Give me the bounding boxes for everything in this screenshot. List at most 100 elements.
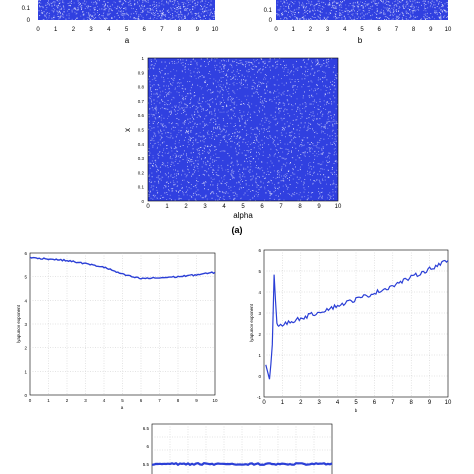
panel-a-point	[99, 8, 101, 10]
panel-c-point	[299, 108, 301, 110]
panel-a-point	[183, 18, 184, 20]
panel-a-point	[166, 0, 167, 2]
panel-c-point	[307, 198, 309, 200]
panel-a-point	[202, 10, 204, 12]
panel-b-point	[414, 2, 416, 4]
panel-a-point	[63, 11, 65, 13]
panel-c-point	[263, 83, 265, 84]
panel-c-point	[321, 64, 323, 66]
panel-c-point	[195, 165, 197, 167]
panel-c-point	[337, 129, 339, 130]
panel-c-point	[155, 105, 157, 107]
panel-a-point	[93, 19, 95, 21]
panel-c-point	[208, 175, 210, 177]
panel-c-point	[324, 176, 326, 178]
panel-a-point	[40, 12, 42, 14]
panel-c-point	[247, 194, 249, 196]
panel-a-point	[149, 5, 151, 7]
panel-c-point	[161, 133, 163, 135]
panel-b-point	[443, 16, 445, 18]
panel-c-point	[175, 154, 177, 156]
panel-c-point	[318, 197, 320, 199]
panel-c-point	[286, 173, 288, 175]
panel-c-point	[269, 66, 271, 68]
panel-c-point	[265, 92, 267, 94]
panel-c-point	[232, 110, 234, 112]
panel-b-point	[319, 17, 321, 19]
panel-b-point	[402, 15, 404, 16]
panel-c-point	[216, 86, 217, 88]
panel-c-point	[150, 64, 152, 66]
panel-a-xtick-6: 6	[143, 27, 147, 33]
panel-b-point	[365, 13, 367, 15]
panel-b-point	[374, 3, 376, 5]
panel-c-point	[309, 148, 311, 150]
panel-c-point	[215, 80, 217, 82]
panel-c-point	[186, 191, 187, 192]
panel-c-point	[207, 84, 208, 86]
panel-b-ytick-1: 0	[269, 18, 273, 24]
panel-c-point	[278, 186, 280, 188]
panel-d-xtick-7: 7	[158, 398, 161, 403]
panel-b-point	[430, 2, 432, 4]
panel-a-point	[78, 5, 80, 7]
panel-c-point	[189, 137, 191, 139]
panel-b-point	[396, 17, 398, 18]
panel-c-point	[260, 180, 262, 182]
panel-c-point	[279, 110, 281, 112]
panel-c-point	[294, 173, 296, 175]
panel-c-point	[156, 192, 158, 194]
panel-c-point	[289, 78, 291, 80]
panel-c-point	[183, 194, 185, 196]
panel-b-point	[440, 18, 442, 20]
panel-c-point	[279, 108, 281, 109]
panel-a-point	[163, 14, 165, 15]
panel-c-point	[171, 112, 172, 114]
panel-c-point	[215, 172, 217, 173]
panel-a-point	[86, 16, 88, 18]
panel-c-point	[277, 172, 279, 174]
panel-c-point	[206, 115, 208, 117]
panel-b-point	[291, 14, 293, 16]
panel-a-point	[122, 10, 124, 12]
panel-c-point	[209, 137, 211, 139]
panel-a-point	[198, 12, 200, 14]
panel-a-point	[53, 17, 54, 18]
panel-b-point	[358, 5, 359, 7]
panel-c-point	[300, 66, 302, 68]
panel-a-point	[58, 16, 60, 18]
panel-c-point	[208, 63, 209, 65]
panel-b-point	[354, 19, 356, 21]
panel-a-point	[178, 14, 180, 16]
panel-c-point	[322, 153, 323, 155]
panel-b-point	[409, 0, 411, 2]
panel-b-point	[298, 8, 300, 10]
panel-c-point	[311, 115, 312, 117]
panel-b-point	[403, 15, 405, 17]
panel-c-point	[314, 136, 315, 138]
panel-c-point	[175, 105, 177, 107]
panel-c-point	[236, 143, 238, 145]
panel-c-point	[214, 58, 216, 59]
panel-c-point	[157, 126, 159, 128]
panel-c-point	[284, 66, 286, 68]
panel-c-point	[223, 178, 225, 180]
panel-c-point	[242, 172, 243, 173]
panel-c-point	[299, 127, 301, 129]
panel-a-point	[38, 2, 40, 4]
panel-a-point	[76, 9, 78, 11]
panel-c-point	[190, 164, 192, 166]
panel-c-point	[210, 144, 212, 146]
panel-d-ytick-2: 4	[24, 298, 27, 303]
panel-c-point	[190, 72, 192, 74]
panel-b-point	[276, 13, 278, 15]
panel-a-point	[50, 2, 52, 4]
panel-c-point	[196, 177, 198, 179]
panel-a-point	[38, 0, 39, 2]
panel-b-point	[322, 19, 324, 21]
panel-c-point	[222, 160, 224, 162]
panel-c-point	[295, 159, 297, 161]
panel-a-point	[140, 7, 142, 9]
panel-c-point	[172, 177, 174, 178]
panel-b-point	[368, 12, 370, 14]
